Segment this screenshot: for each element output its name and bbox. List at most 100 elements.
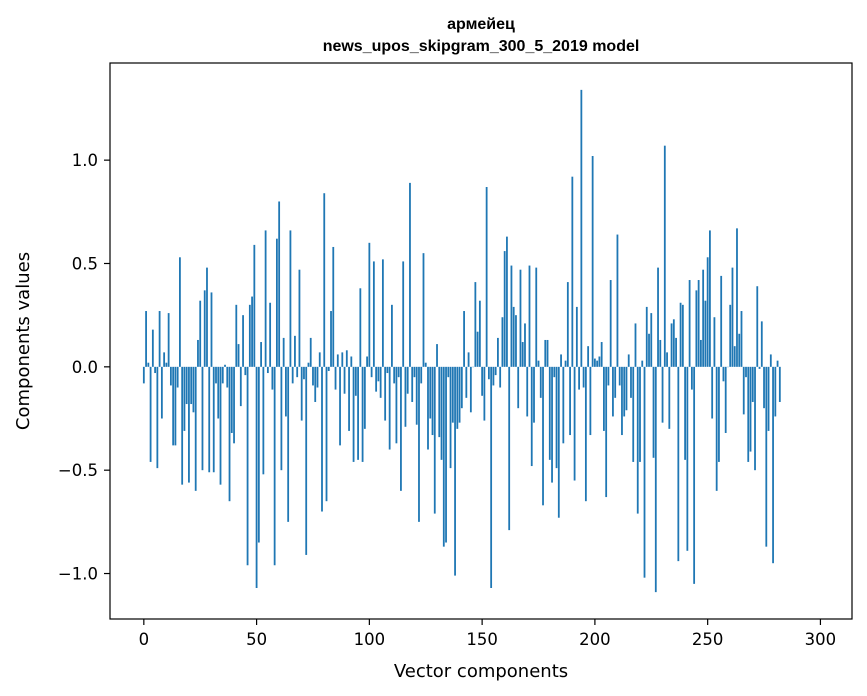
chart-title: армейец bbox=[447, 16, 515, 33]
bar-226 bbox=[652, 366, 655, 458]
bar-69 bbox=[298, 269, 301, 367]
bar-76 bbox=[314, 366, 317, 402]
bar-87 bbox=[339, 366, 341, 446]
x-tick-label: 0 bbox=[139, 630, 150, 649]
bar-205 bbox=[605, 366, 608, 498]
bar-102 bbox=[372, 261, 375, 367]
y-tick-label: −0.5 bbox=[58, 461, 98, 480]
bar-196 bbox=[584, 366, 587, 502]
bar-57 bbox=[271, 366, 274, 390]
bar-207 bbox=[609, 280, 612, 367]
x-tick-label: 100 bbox=[354, 630, 386, 649]
x-tick-label: 300 bbox=[805, 630, 837, 649]
bar-74 bbox=[309, 337, 312, 367]
bar-140 bbox=[458, 366, 461, 423]
bar-104 bbox=[377, 366, 380, 382]
bar-179 bbox=[546, 339, 549, 367]
bar-16 bbox=[179, 257, 181, 367]
bar-70 bbox=[300, 366, 303, 421]
bar-172 bbox=[530, 366, 533, 467]
bar-30 bbox=[210, 292, 213, 367]
bar-84 bbox=[332, 246, 335, 367]
bar-27 bbox=[203, 290, 206, 367]
bar-6 bbox=[156, 366, 159, 469]
y-tick-label: 0.0 bbox=[72, 358, 98, 377]
bar-23 bbox=[194, 366, 197, 491]
bar-248 bbox=[702, 269, 705, 367]
bar-56 bbox=[269, 302, 272, 367]
bar-279 bbox=[772, 366, 774, 564]
bar-272 bbox=[756, 286, 759, 367]
bar-43 bbox=[239, 366, 242, 407]
bar-243 bbox=[690, 366, 693, 390]
bar-138 bbox=[454, 366, 456, 576]
bar-38 bbox=[228, 366, 231, 502]
bar-36 bbox=[224, 364, 226, 367]
bar-91 bbox=[348, 366, 350, 431]
bar-21 bbox=[190, 366, 193, 405]
bar-94 bbox=[354, 366, 357, 396]
bar-99 bbox=[366, 356, 368, 367]
bar-29 bbox=[208, 366, 211, 473]
bar-31 bbox=[212, 366, 215, 473]
bar-194 bbox=[580, 89, 583, 367]
bar-19 bbox=[185, 366, 188, 405]
bar-155 bbox=[492, 366, 495, 386]
bar-232 bbox=[666, 352, 668, 367]
y-tick-label: 1.0 bbox=[72, 151, 98, 170]
bar-41 bbox=[235, 304, 238, 367]
bar-82 bbox=[327, 366, 330, 371]
bar-78 bbox=[318, 352, 321, 367]
bar-44 bbox=[242, 315, 244, 367]
bar-233 bbox=[668, 366, 671, 429]
bar-222 bbox=[643, 366, 646, 578]
bar-251 bbox=[709, 230, 711, 367]
bar-174 bbox=[535, 267, 538, 367]
bar-114 bbox=[400, 366, 402, 491]
bar-9 bbox=[163, 352, 166, 367]
bar-115 bbox=[402, 261, 405, 367]
bar-28 bbox=[206, 267, 208, 367]
bar-203 bbox=[600, 342, 603, 367]
bar-130 bbox=[436, 344, 438, 367]
bar-117 bbox=[406, 366, 409, 394]
bar-176 bbox=[539, 366, 542, 398]
bar-7 bbox=[158, 311, 161, 367]
bar-34 bbox=[219, 366, 222, 485]
bar-110 bbox=[391, 304, 393, 367]
plot-area-frame bbox=[109, 62, 853, 620]
bar-208 bbox=[612, 366, 614, 417]
bar-249 bbox=[704, 300, 707, 367]
bar-98 bbox=[363, 366, 366, 429]
bar-20 bbox=[188, 366, 190, 483]
bar-213 bbox=[623, 366, 626, 417]
bar-261 bbox=[731, 267, 734, 367]
bar-219 bbox=[636, 366, 639, 514]
bar-60 bbox=[278, 201, 281, 367]
bar-188 bbox=[566, 282, 569, 367]
bar-4 bbox=[151, 329, 154, 367]
bar-65 bbox=[289, 230, 292, 367]
bar-100 bbox=[368, 242, 371, 367]
bar-234 bbox=[670, 323, 673, 367]
bar-108 bbox=[386, 366, 389, 374]
bar-269 bbox=[749, 366, 752, 452]
bar-128 bbox=[431, 366, 434, 436]
bar-47 bbox=[248, 304, 251, 367]
bar-225 bbox=[650, 313, 653, 367]
bar-89 bbox=[343, 366, 346, 394]
bar-39 bbox=[230, 366, 233, 433]
bar-149 bbox=[478, 300, 481, 367]
bar-131 bbox=[438, 366, 441, 438]
bar-54 bbox=[264, 230, 267, 367]
bar-238 bbox=[679, 302, 682, 367]
bar-195 bbox=[582, 366, 585, 388]
bar-250 bbox=[706, 257, 709, 367]
bar-107 bbox=[384, 366, 387, 421]
bar-105 bbox=[379, 366, 382, 398]
bar-247 bbox=[699, 339, 702, 367]
bar-26 bbox=[201, 366, 204, 471]
bar-263 bbox=[736, 228, 738, 367]
bar-214 bbox=[625, 366, 628, 411]
bar-210 bbox=[616, 234, 619, 367]
